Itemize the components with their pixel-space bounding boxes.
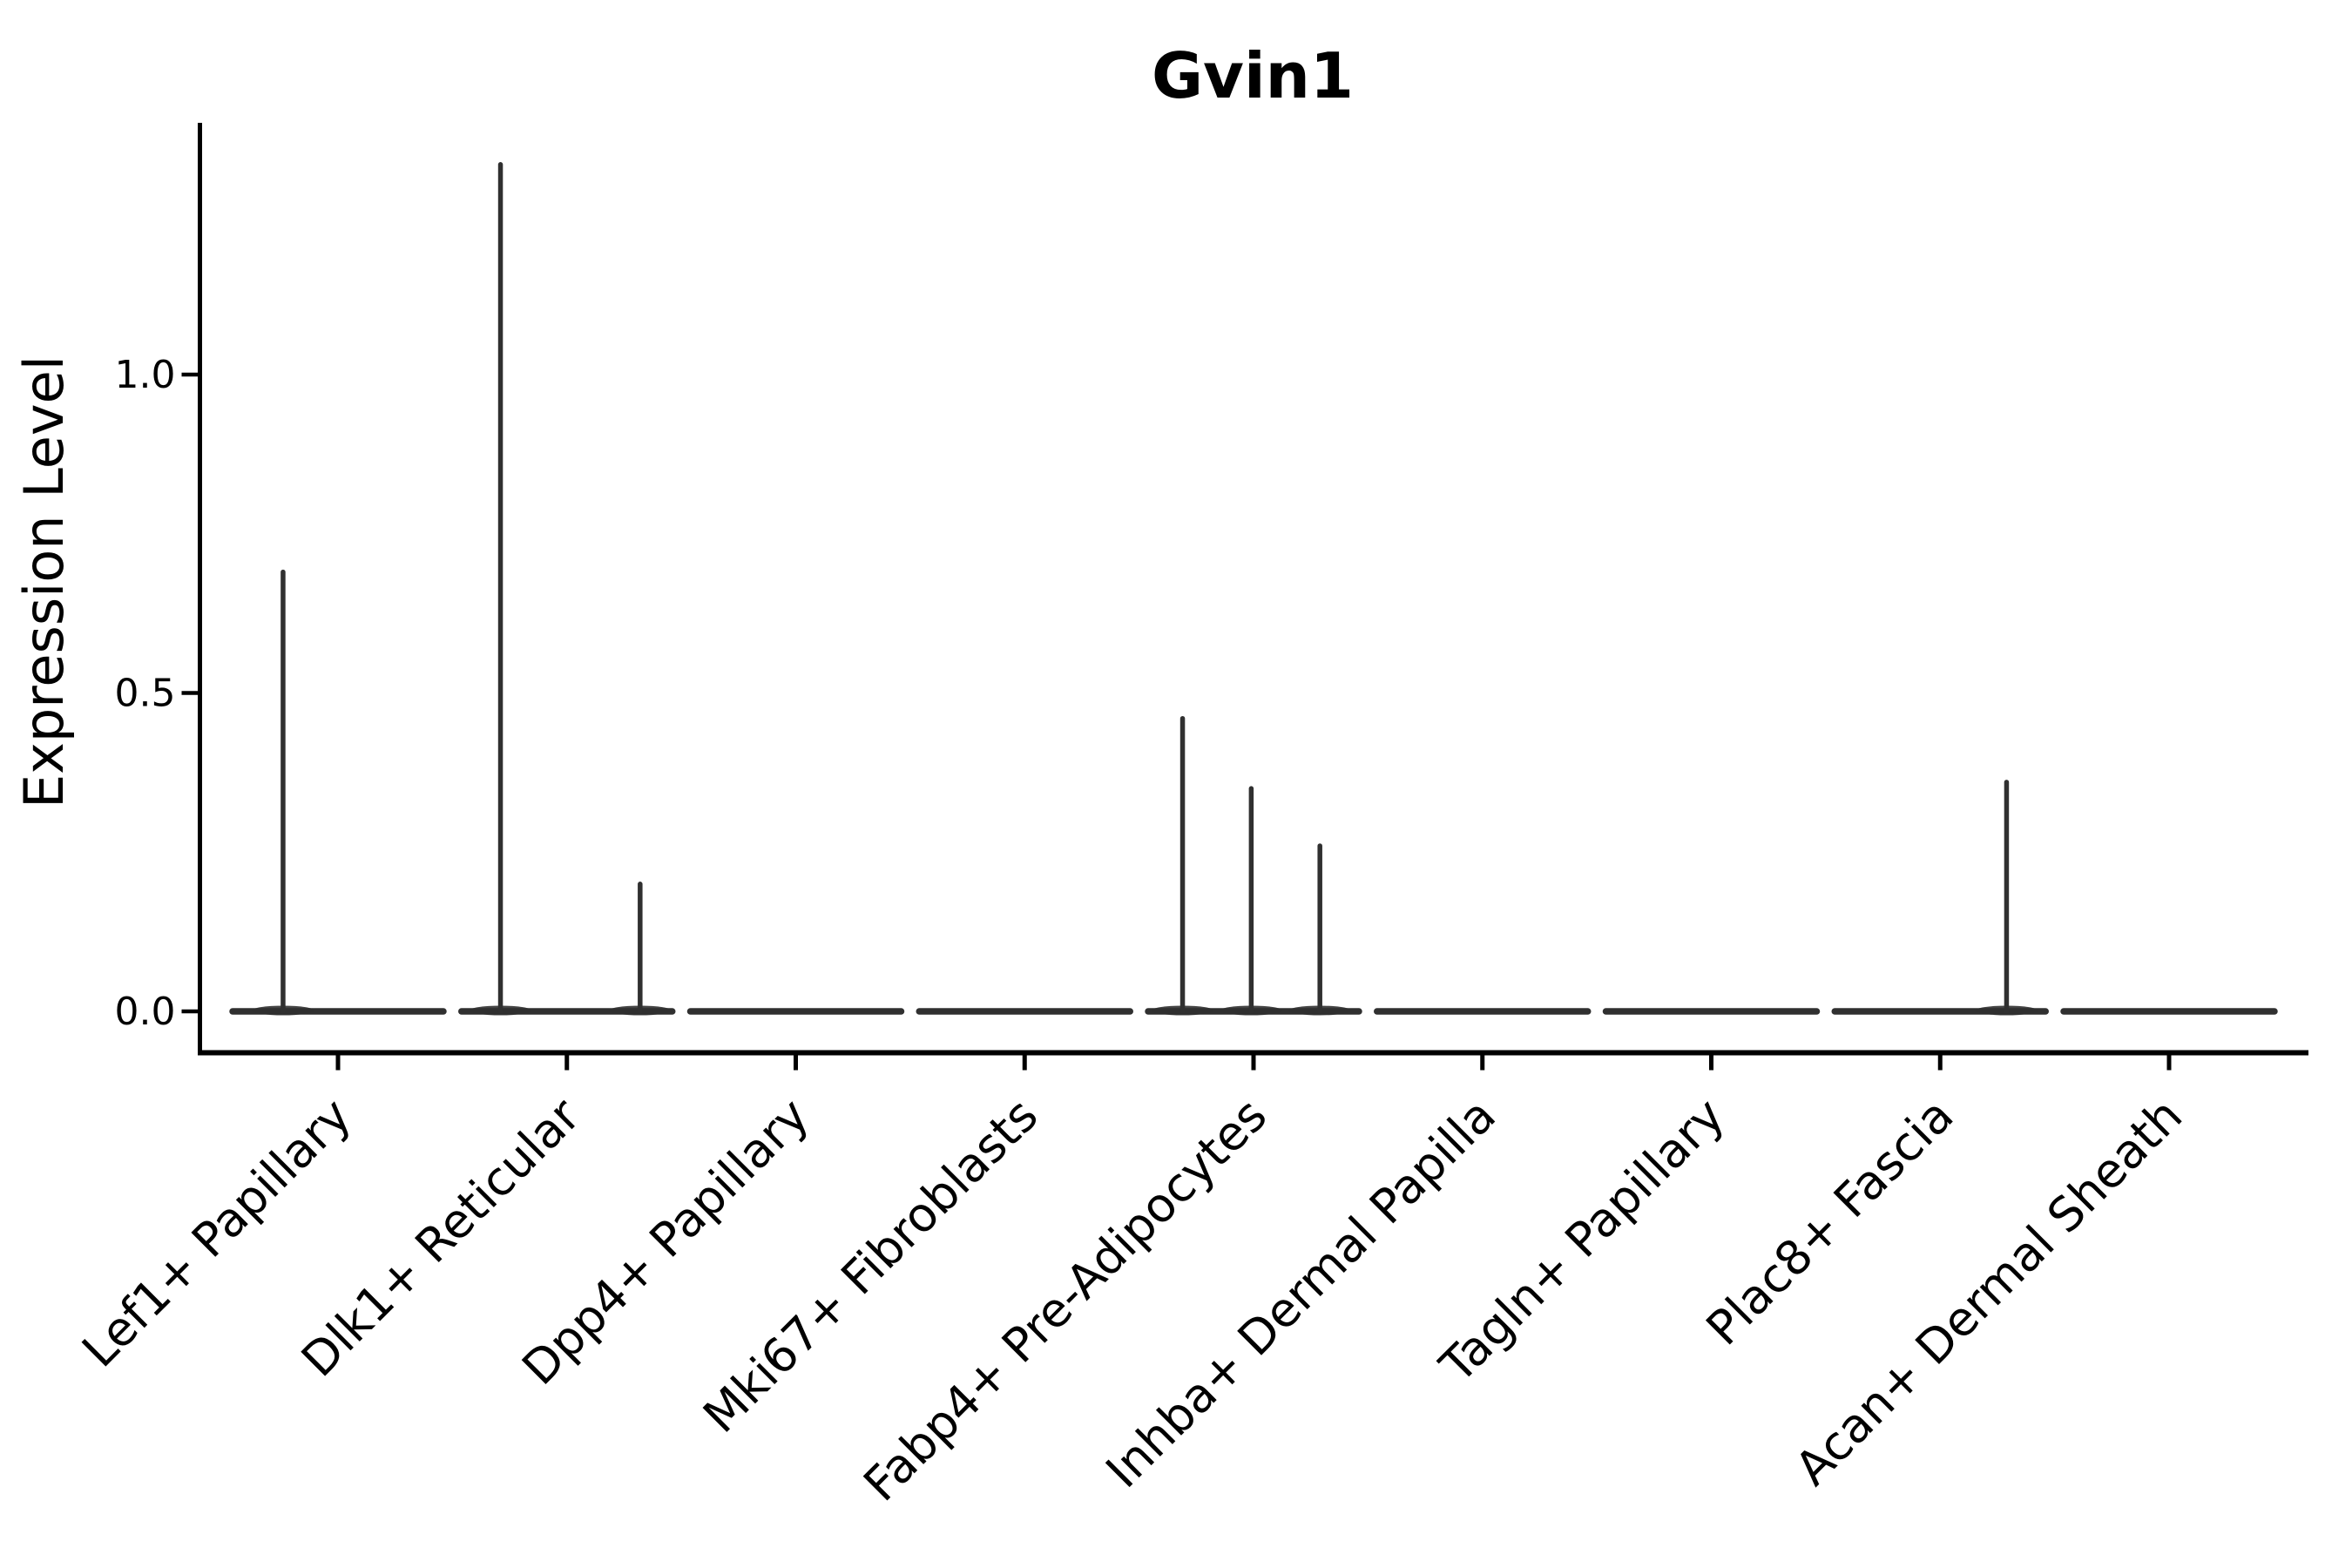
axes-layer: 0.0 0.5 1.0 [115,123,2308,1056]
x-tick-label: Fabp4+ Pre-Adipocytes [853,1088,1277,1512]
y-tick-label: 1.0 [115,353,176,397]
violin-group: Acan+ Dermal Sheath [1785,1008,2278,1496]
violin-group: Fabp4+ Pre-Adipocytes [853,715,1362,1512]
y-axis-label: Expression Level [12,355,76,808]
violin-group: Inhba+ Dermal Papilla [1096,1008,1592,1498]
x-tick-label: Plac8+ Fascia [1696,1088,1964,1356]
y-tick-label: 0.0 [115,990,176,1034]
violin-group: Mki67+ Fibroblasts [693,1008,1133,1443]
x-tick-label: Acan+ Dermal Sheath [1785,1088,2193,1496]
y-tick-label: 0.5 [115,672,176,716]
violin-group: Dpp4+ Papillary [511,1008,905,1396]
chart-title: Gvin1 [1152,39,1354,112]
violin-group: Tagln+ Papillary [1429,1008,1821,1394]
violin-group: Dlk1+ Reticular [291,162,676,1388]
x-tick-label: Inhba+ Dermal Papilla [1096,1088,1506,1498]
